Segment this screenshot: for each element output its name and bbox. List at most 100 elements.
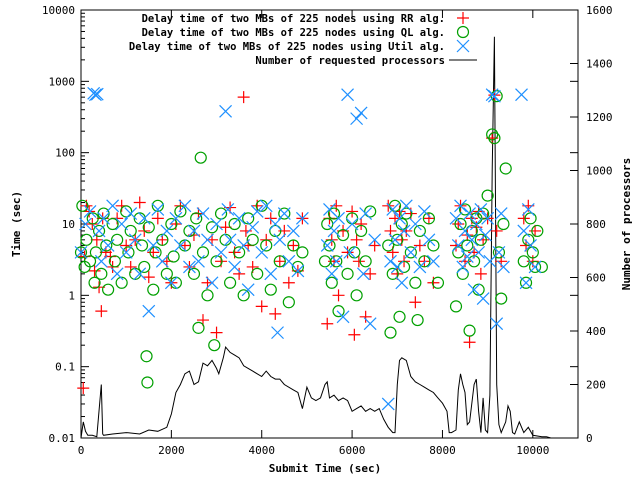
cross-point [472,245,486,259]
circle-point [76,199,89,212]
plus-point [287,239,300,252]
cross-point [268,217,282,231]
cross-point [497,260,510,274]
cross-point [397,224,411,238]
circle-point [95,267,108,280]
circle-point [151,199,164,212]
cross-point [494,207,508,221]
cross-point [169,211,183,225]
circle-point [138,260,151,274]
circle-point [174,205,187,218]
circle-point [183,224,196,238]
cross-point [142,304,156,318]
circle-point [251,267,264,280]
cross-point [363,317,377,331]
y2-tick-label: 400 [586,325,606,338]
plus-point [477,233,490,246]
plus-point [474,267,487,280]
circle-point [89,246,103,259]
cross-point [277,207,291,221]
y-tick-label: 1 [68,289,75,302]
plus-point [321,317,334,330]
cross-point [291,264,305,278]
plus-point [418,255,431,268]
cross-point [164,276,178,290]
cross-point [354,106,368,120]
x-tick-label: 4000 [248,444,275,457]
cross-point [187,224,201,238]
y-tick-label: 10 [62,218,75,231]
x-axis-label: Submit Time (sec) [269,462,382,475]
legend-label: Number of requested processors [255,55,445,67]
y-tick-label: 0.1 [55,361,75,374]
plus-point [228,246,241,259]
plus-point [427,276,440,289]
circle-point [431,276,445,289]
cross-point [173,239,187,252]
cross-point [237,239,251,252]
cross-point [413,260,427,274]
y-tick-label: 10000 [42,4,75,17]
series-circle-markers [74,90,548,389]
cross-point [341,88,354,102]
y2-tick-label: 1600 [586,4,613,17]
plus-point [330,199,343,212]
cross-point [517,224,531,238]
circle-point [83,255,97,268]
cross-point [356,267,370,281]
cross-point [74,245,88,259]
cross-point [490,317,504,331]
cross-point [79,217,92,231]
cross-point [422,233,436,247]
circle-point [524,212,537,225]
cross-point [271,326,284,340]
cross-point [469,217,483,231]
circle-point [264,283,277,296]
circle-point [519,276,533,289]
circle-point [86,212,99,225]
plus-point [269,307,282,320]
circle-point [296,246,309,259]
plus-point [346,205,359,218]
y2-axis-ticks: 0 200 400 600 800 1000 1200 1400 1600 [570,4,613,445]
circle-point [488,132,501,145]
circle-point [80,233,93,246]
x-tick-label: 10000 [516,444,549,457]
circle-point [330,255,343,268]
circle-point [364,205,377,218]
circle-point [160,267,173,280]
circle-point [88,276,101,289]
cross-point [519,276,533,290]
circle-point [400,207,413,220]
cross-point [481,211,495,225]
marker-layer [74,86,548,411]
cross-point [259,199,273,213]
circle-point [210,255,223,268]
plus-point [450,239,463,252]
circle-point [111,233,124,246]
circle-point [461,239,474,252]
cross-point [146,239,160,252]
plus-point [83,205,96,218]
cross-point [192,254,205,268]
circle-point [528,260,542,274]
plus-point [404,207,417,220]
circle-point [486,128,499,141]
cross-point [273,233,287,247]
cross-point [327,224,341,238]
plus-point [147,246,160,259]
legend-label: Delay time of two MBs of 225 nodes using… [129,41,445,53]
circle-point [404,246,417,259]
cross-point [92,224,106,238]
cross-point [83,205,97,218]
plus-point [409,296,422,309]
cross-point [320,239,334,252]
x-tick-label: 6000 [339,444,366,457]
x-tick-label: 0 [78,444,85,457]
circle-point [481,189,494,202]
cross-point [390,260,404,274]
circle-point [129,267,142,280]
cross-point [221,203,235,216]
circle-point [115,276,128,289]
